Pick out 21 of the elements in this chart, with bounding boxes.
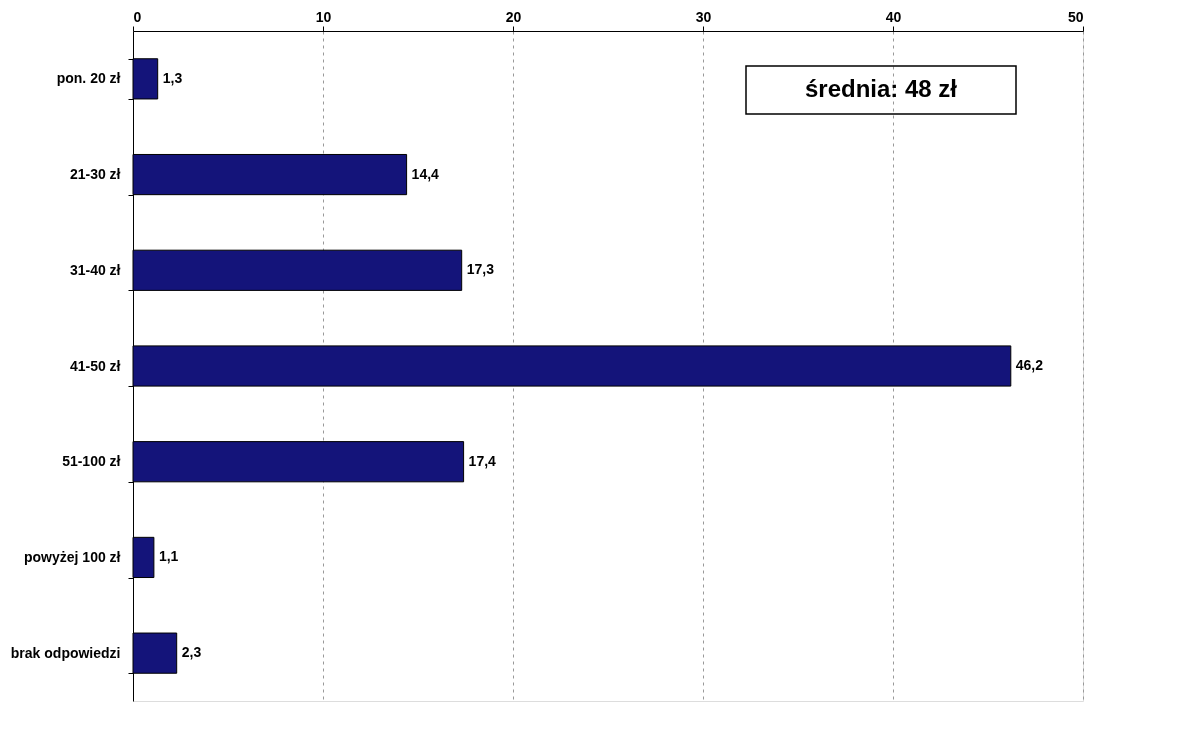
x-tick-label: 30 [695,8,712,25]
y-tick-label: 31-40 zł [69,261,121,278]
data-label: 1,3 [162,69,183,86]
y-tick-label: brak odpowiedzi [10,644,121,661]
x-tick-label: 50 [1067,8,1084,25]
data-label: 17,3 [466,261,495,278]
x-tick-label: 20 [505,8,522,25]
x-tick-label: 0 [133,8,142,25]
data-label: 17,4 [468,452,497,469]
x-tick-label: 40 [885,8,902,25]
data-label: 1,1 [158,548,179,565]
y-tick-label: 51-100 zł [62,453,121,470]
y-tick-label: pon. 20 zł [56,70,121,87]
annotation: średnia: 48 zł [804,75,958,102]
x-tick-label: 10 [315,8,332,25]
y-tick-label: 21-30 zł [69,166,121,183]
data-label: 2,3 [181,644,202,661]
data-label: 14,4 [411,165,440,182]
y-tick-label: powyżej 100 zł [24,548,121,565]
data-label: 46,2 [1015,357,1044,373]
y-tick-label: 41-50 zł [69,357,121,374]
